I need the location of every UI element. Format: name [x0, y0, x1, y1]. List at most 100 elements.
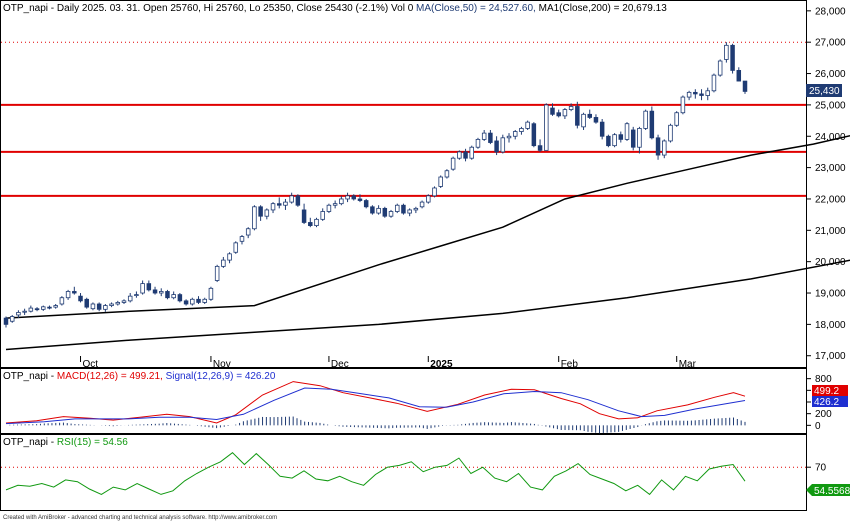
candle: [115, 300, 121, 306]
candle-body-up: [59, 297, 65, 305]
x-axis: Oct Nov Dec 2025 Feb Mar: [80, 356, 697, 370]
candle-body-down: [593, 117, 599, 123]
candle-body-up: [109, 303, 114, 306]
candle: [488, 129, 493, 145]
candle-body-up: [662, 140, 667, 156]
candle-body-up: [444, 170, 450, 178]
candle-body-up: [376, 207, 381, 214]
candle: [121, 299, 127, 304]
candle: [469, 145, 475, 160]
candle: [606, 134, 611, 148]
macd-panel-frame: [0, 368, 807, 434]
candle-body-up: [65, 291, 71, 299]
candle-body-down: [78, 295, 83, 302]
candle: [562, 108, 568, 120]
candle-body-up: [500, 137, 506, 153]
candle: [332, 200, 338, 209]
candle-body-down: [606, 135, 611, 147]
candle: [581, 112, 586, 130]
candle-body-up: [270, 203, 276, 211]
rsi-y-axis-ticks: 70: [807, 463, 827, 474]
candle: [494, 136, 499, 156]
candle-body-up: [22, 310, 27, 313]
candle-body-up: [512, 131, 518, 137]
candle-body-down: [196, 298, 201, 303]
candle: [28, 305, 34, 313]
price-badge-bg: [806, 84, 842, 97]
candle: [34, 307, 40, 312]
candle: [270, 202, 276, 214]
candle-body-down: [363, 200, 369, 208]
candle-body-up: [705, 90, 710, 96]
candle-body-up: [674, 112, 679, 126]
candle-body-down: [165, 291, 170, 299]
candle: [382, 206, 388, 218]
candle-body-down: [463, 151, 468, 159]
candle: [109, 302, 114, 308]
price-tick-label: 20,000: [815, 257, 846, 268]
candle: [152, 286, 158, 295]
rsi-line: [5, 452, 746, 496]
candle: [65, 289, 71, 300]
rsi-tick-label: 70: [815, 463, 827, 474]
candle-body-down: [146, 283, 152, 291]
candle-body-up: [252, 206, 257, 230]
candle-body-down: [72, 291, 77, 294]
candle: [407, 208, 412, 217]
candle: [531, 122, 537, 148]
candle: [140, 280, 145, 295]
candle-body-down: [618, 134, 624, 140]
candle: [481, 129, 487, 141]
macd-lines: [5, 381, 746, 425]
candle: [413, 206, 419, 214]
candle: [258, 205, 263, 221]
candle: [568, 103, 574, 112]
candle-body-down: [599, 121, 605, 137]
candle: [618, 131, 624, 143]
rsi-badge-label: 54.5568: [814, 486, 850, 497]
candle-body-down: [630, 129, 636, 148]
candle: [401, 203, 406, 215]
candle-body-up: [544, 104, 549, 151]
candle: [351, 194, 357, 201]
candle: [308, 217, 313, 228]
candle: [127, 293, 133, 303]
price-panel-title: OTP_napi - Daily 2025. 03. 31. Open 2576…: [3, 3, 667, 14]
candle: [699, 89, 704, 101]
candle: [655, 134, 661, 160]
candle-body-up: [171, 294, 176, 299]
candle: [233, 241, 239, 254]
rsi-legend: RSI(15) = 54.56: [57, 437, 128, 448]
candle: [276, 197, 282, 209]
macd-tick-label: 200: [815, 409, 832, 420]
macd-panel: 8006004002000 OTP_napi - MACD(12,26) = 4…: [0, 368, 848, 434]
candle: [643, 109, 648, 130]
candle-body-up: [426, 195, 431, 203]
candle: [22, 308, 27, 315]
candle: [171, 291, 176, 300]
candle-body-up: [407, 209, 412, 214]
candle-body-down: [587, 113, 592, 118]
candle: [444, 169, 450, 179]
candle-body-up: [16, 312, 21, 316]
ma200-legend: MA1(Close,200) = 20,679.13: [539, 3, 668, 14]
candle-body-up: [345, 195, 350, 200]
candle: [587, 109, 592, 120]
candle: [252, 205, 257, 231]
candle: [41, 305, 46, 311]
price-panel-frame: [0, 0, 807, 368]
candle-body-down: [494, 140, 499, 153]
candle-body-up: [283, 201, 288, 206]
rsi-line-group: [5, 452, 746, 496]
candle: [637, 126, 642, 154]
candle: [72, 286, 77, 295]
candle-body-down: [655, 137, 661, 156]
candle: [208, 286, 214, 301]
price-panel: 28,000 27,000 26,000 25,000 24,000 23,000 22,0…: [0, 0, 850, 368]
candle: [742, 80, 748, 94]
price-tick-label: 22,000: [815, 194, 846, 205]
candle-body-down: [34, 308, 40, 311]
candle-body-up: [711, 74, 717, 92]
candle-body-up: [127, 295, 133, 302]
candle: [475, 137, 481, 149]
